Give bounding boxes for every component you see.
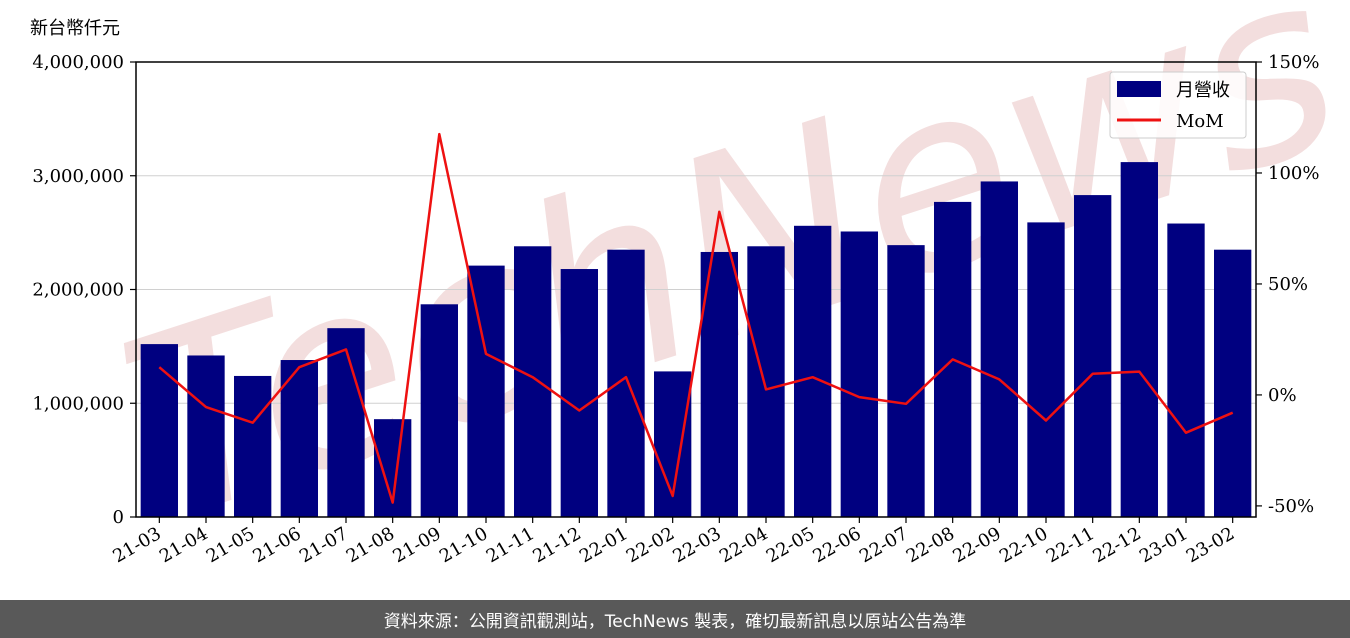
left-tick-label: 4,000,000 xyxy=(32,52,124,73)
x-tick-label: 21-12 xyxy=(529,523,584,567)
revenue-bar xyxy=(700,251,738,517)
revenue-bar xyxy=(840,231,878,518)
legend-line-label: MoM xyxy=(1176,111,1224,132)
x-tick-label: 22-07 xyxy=(856,523,911,567)
revenue-bar xyxy=(187,355,225,517)
x-tick-label: 22-06 xyxy=(809,523,864,567)
revenue-bar xyxy=(514,246,552,517)
right-tick-label: 0% xyxy=(1268,385,1297,406)
x-tick-label: 22-02 xyxy=(623,523,678,567)
revenue-bar xyxy=(280,360,318,517)
revenue-bar xyxy=(794,225,832,518)
x-tick-label: 21-08 xyxy=(343,523,398,567)
x-tick-label: 22-10 xyxy=(996,523,1051,567)
x-tick-label: 22-05 xyxy=(763,523,818,567)
revenue-bar xyxy=(747,246,785,517)
revenue-bar xyxy=(467,265,505,517)
right-tick-label: 100% xyxy=(1268,163,1319,184)
left-tick-label: 1,000,000 xyxy=(32,393,124,414)
revenue-chart: TechNews 01,000,0002,000,0003,000,0004,0… xyxy=(32,0,1350,577)
revenue-bar xyxy=(607,249,645,517)
x-tick-label: 23-02 xyxy=(1183,523,1238,567)
revenue-bar xyxy=(980,181,1018,517)
source-footer: 資料來源：公開資訊觀測站，TechNews 製表，確切最新訊息以原站公告為準 xyxy=(0,600,1350,638)
right-y-axis: -50% 0% 50% 100% 150% xyxy=(1256,52,1319,517)
x-tick-label: 22-11 xyxy=(1043,523,1098,567)
x-tick-label: 22-03 xyxy=(669,523,724,567)
revenue-bar xyxy=(1027,222,1065,517)
revenue-bar xyxy=(1074,195,1112,517)
revenue-bar xyxy=(1120,162,1158,517)
line-series xyxy=(158,132,1234,504)
legend-bar-swatch xyxy=(1117,81,1161,97)
x-tick-label: 22-12 xyxy=(1089,523,1144,567)
revenue-bar xyxy=(234,375,272,517)
left-y-axis: 0 1,000,000 2,000,000 3,000,000 4,000,000 xyxy=(32,52,136,528)
revenue-bar xyxy=(560,269,598,517)
left-tick-label: 3,000,000 xyxy=(32,166,124,187)
left-tick-label: 2,000,000 xyxy=(32,280,124,301)
revenue-bar xyxy=(420,304,458,517)
x-tick-label: 22-04 xyxy=(716,523,771,567)
revenue-bar xyxy=(887,245,925,517)
y-axis-unit-label: 新台幣仟元 xyxy=(30,18,120,39)
grid-lines xyxy=(136,175,1256,404)
x-tick-label: 22-01 xyxy=(576,523,631,567)
legend-bar-label: 月營收 xyxy=(1176,80,1230,101)
x-tick-label: 23-01 xyxy=(1136,523,1191,567)
right-tick-label: 150% xyxy=(1268,52,1319,73)
revenue-bar xyxy=(1167,223,1205,517)
x-tick-label: 22-09 xyxy=(949,523,1004,567)
x-tick-label: 21-11 xyxy=(483,523,538,567)
source-footer-text: 資料來源：公開資訊觀測站，TechNews 製表，確切最新訊息以原站公告為準 xyxy=(383,611,967,632)
x-tick-label: 21-10 xyxy=(436,523,491,567)
right-tick-label: -50% xyxy=(1268,496,1314,517)
x-tick-label: 22-08 xyxy=(903,523,958,567)
mom-line xyxy=(158,132,1234,504)
x-tick-label: 21-03 xyxy=(109,523,164,567)
revenue-bar xyxy=(327,328,365,517)
revenue-bar xyxy=(1214,249,1252,517)
revenue-bar xyxy=(140,344,178,517)
legend: 月營收 MoM xyxy=(1109,71,1247,139)
x-tick-label: 21-09 xyxy=(389,523,444,567)
right-tick-label: 50% xyxy=(1268,274,1308,295)
left-tick-label: 0 xyxy=(113,507,124,528)
